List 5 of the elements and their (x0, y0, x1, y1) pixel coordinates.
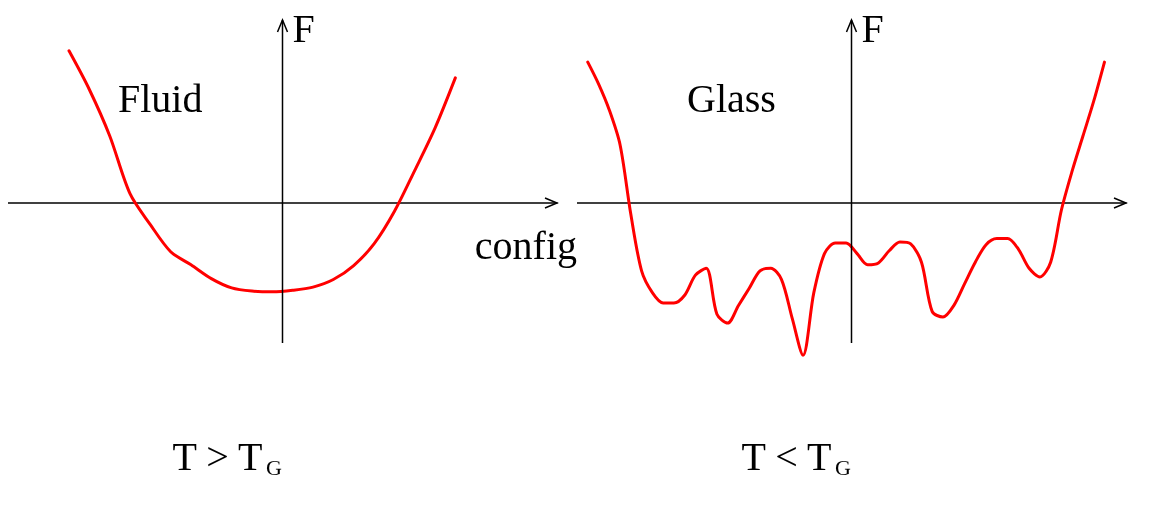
annotation: Glass (687, 75, 776, 121)
y-axis-title: F (861, 5, 884, 51)
x-axis-title: config (474, 222, 577, 268)
y-axis-title: F (292, 5, 315, 51)
annotation: Fluid (118, 75, 203, 121)
